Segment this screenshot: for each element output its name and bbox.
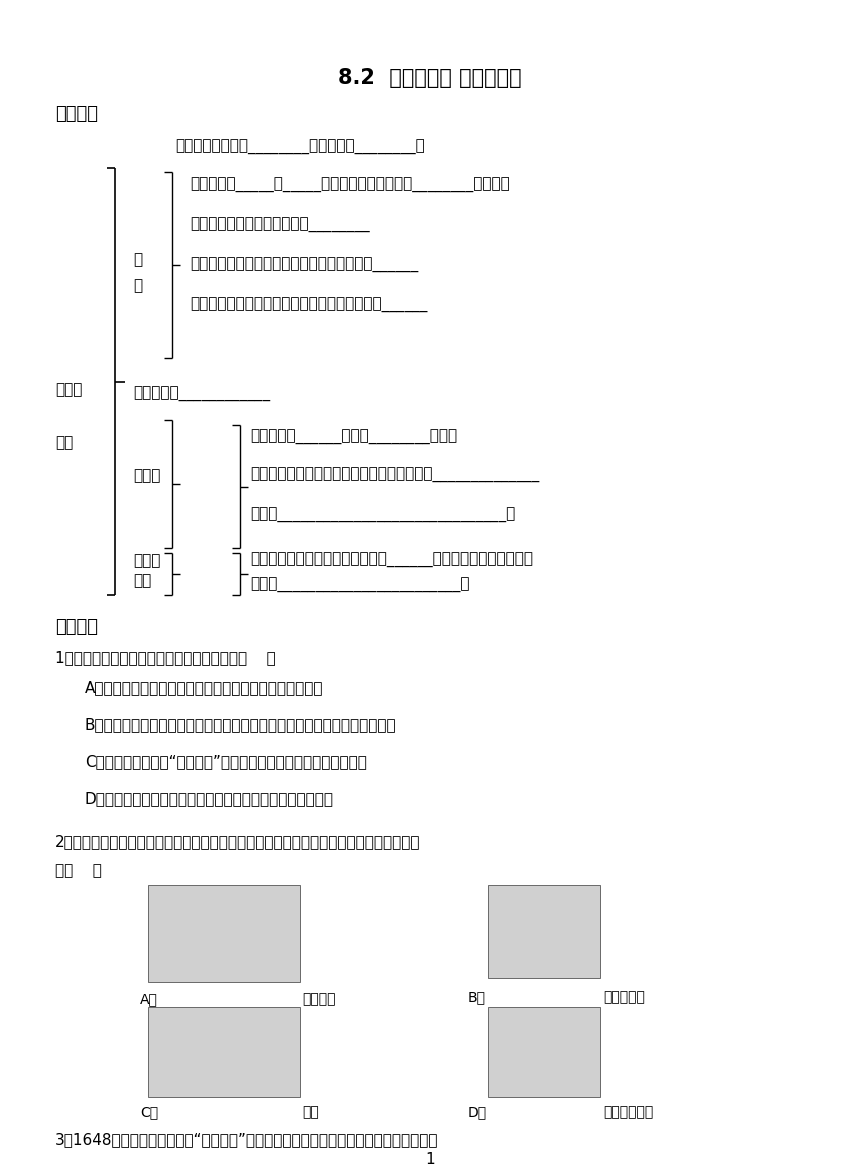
Text: 特: 特 xyxy=(133,252,142,267)
Text: 基础知识: 基础知识 xyxy=(55,619,98,636)
Text: 连通器: 连通器 xyxy=(133,468,160,483)
Text: 液体对容器_____和_____都有压强。液体内部向________都有压强: 液体对容器_____和_____都有压强。液体内部向________都有压强 xyxy=(190,179,510,193)
FancyBboxPatch shape xyxy=(148,1007,300,1097)
Text: 定义：上端______，下部________的容器: 定义：上端______，下部________的容器 xyxy=(250,429,458,445)
FancyBboxPatch shape xyxy=(488,1007,600,1097)
Text: A．: A． xyxy=(140,992,158,1006)
Text: 点: 点 xyxy=(133,278,142,293)
Text: 不同液体在同一深度，液体密度越大，液体压强______: 不同液体在同一深度，液体密度越大，液体压强______ xyxy=(190,298,427,313)
Text: 计算公式：____________: 计算公式：____________ xyxy=(133,387,270,403)
Text: 8.2  科学探究： 液体的压强: 8.2 科学探究： 液体的压强 xyxy=(338,68,522,88)
Text: 3．1648年帕斯卡做了著名的“裂桶实验”，如图所示。他在一个密闭的、装满水的木桶的: 3．1648年帕斯卡做了著名的“裂桶实验”，如图所示。他在一个密闭的、装满水的木… xyxy=(55,1132,439,1147)
Text: 压强: 压强 xyxy=(55,435,73,450)
Text: 内容：加在密闭液体上的压强能够______的被液体向各个方向传递: 内容：加在密闭液体上的压强能够______的被液体向各个方向传递 xyxy=(250,553,533,568)
Text: D．连通器内装有同种液体，且液体不流动时，液面是相平的: D．连通器内装有同种液体，且液体不流动时，液面是相平的 xyxy=(85,791,334,806)
Text: 同种液体在同一深度，液体向各个方向的压强______: 同种液体在同一深度，液体向各个方向的压强______ xyxy=(190,258,418,273)
Text: C．拦河大坝修建为“上窄下宽”，是因为水越深的位置液体压强越小: C．拦河大坝修建为“上窄下宽”，是因为水越深的位置液体压强越小 xyxy=(85,754,367,769)
FancyBboxPatch shape xyxy=(148,885,300,981)
FancyBboxPatch shape xyxy=(488,885,600,978)
Text: 1: 1 xyxy=(425,1152,435,1167)
Text: 应用：________________________等: 应用：________________________等 xyxy=(250,578,470,593)
Text: 帕斯卡: 帕斯卡 xyxy=(133,553,160,568)
Text: 应用：______________________________等: 应用：______________________________等 xyxy=(250,508,515,523)
Text: B．: B． xyxy=(468,990,486,1004)
Text: 特点：静止在连通器的同一种液体，液面总是______________: 特点：静止在连通器的同一种液体，液面总是______________ xyxy=(250,468,539,483)
Text: A．液体压强产生的原因是因为液体受到重力且具有流动性: A．液体压强产生的原因是因为液体受到重力且具有流动性 xyxy=(85,680,323,696)
Text: 定律: 定律 xyxy=(133,573,151,588)
Text: C．: C． xyxy=(140,1105,158,1119)
Text: 2．连通器在日常生活、生产中有着广泛的应用。以下事例中不是利用了连通器原理工作的: 2．连通器在日常生活、生产中有着广泛的应用。以下事例中不是利用了连通器原理工作的 xyxy=(55,834,421,850)
Text: B．液体内部向各个方向都有压强，且同种液体同一深度，各方向的压强相等: B．液体内部向各个方向都有压强，且同种液体同一深度，各方向的压强相等 xyxy=(85,717,396,732)
Text: 船闸: 船闸 xyxy=(302,1105,319,1119)
Text: 产生原因：液体受________且液体具有________性: 产生原因：液体受________且液体具有________性 xyxy=(175,140,425,155)
Text: 液体内部的压强随深度增加而________: 液体内部的压强随深度增加而________ xyxy=(190,218,370,233)
Text: 液体的: 液体的 xyxy=(55,382,83,397)
Text: 知识梳理: 知识梳理 xyxy=(55,105,98,123)
Text: 洗手盆下水管: 洗手盆下水管 xyxy=(603,1105,654,1119)
Text: 是（    ）: 是（ ） xyxy=(55,864,101,878)
Text: 过路涵洞: 过路涵洞 xyxy=(302,992,335,1006)
Text: D．: D． xyxy=(468,1105,487,1119)
Text: 1．下列关于液体压强的说法中，不正确的是（    ）: 1．下列关于液体压强的说法中，不正确的是（ ） xyxy=(55,650,276,665)
Text: 液体压强计: 液体压强计 xyxy=(603,990,645,1004)
